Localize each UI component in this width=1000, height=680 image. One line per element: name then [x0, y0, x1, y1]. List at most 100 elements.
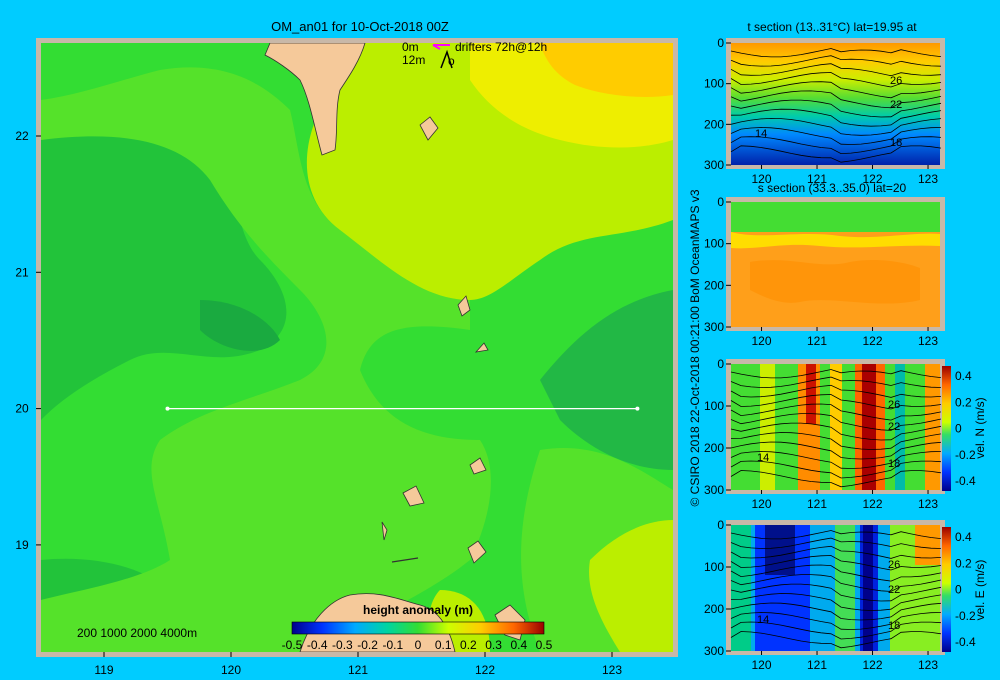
section-line-end [635, 406, 640, 411]
contour-line [730, 564, 942, 582]
colorbar-tick-label: 0.5 [536, 638, 553, 652]
e-colorbar [942, 527, 951, 652]
anomaly-region-mid [41, 67, 491, 652]
contour-line [730, 602, 942, 621]
section-x-tick-label: 122 [863, 497, 883, 511]
e-section-band [731, 525, 751, 651]
map-x-tick-label: 120 [221, 663, 241, 677]
contour-line [730, 621, 942, 640]
section-x-tick-label: 121 [807, 334, 827, 348]
contour-line [730, 441, 942, 460]
colorbar-tick-label: 0.3 [485, 638, 502, 652]
e-colorbar-label: vel. E (m/s) [973, 560, 987, 621]
land-taiwan [264, 43, 366, 156]
drifter-0m-arrow-icon [432, 44, 450, 50]
t-section-field [731, 43, 940, 165]
section-x-tick-label: 120 [752, 658, 772, 672]
section-y-tick-label: 100 [704, 560, 724, 574]
n-contour-label: 26 [888, 399, 900, 411]
section-line-start [165, 406, 170, 411]
s-section-surface [731, 202, 940, 232]
land-island [391, 557, 419, 563]
contour-line [730, 90, 942, 109]
main-map: OM_an01 for 10-Oct-2018 00Z 0m 12m drift… [15, 19, 678, 677]
velocity-colorbar-tick-label: 0.4 [955, 530, 972, 544]
contour-line [730, 555, 942, 571]
legend-depth-0m: 0m [402, 40, 419, 54]
contour-line [730, 413, 942, 431]
section-x-tick-label: 122 [863, 172, 883, 186]
e-contour-label: 22 [888, 584, 900, 596]
colorbar-tick-label: -0.3 [332, 638, 353, 652]
contour-line [730, 99, 942, 118]
contour-line [730, 117, 942, 136]
section-x-tick-label: 120 [752, 334, 772, 348]
map-x-tick-label: 121 [348, 663, 368, 677]
contour-line [730, 470, 942, 488]
legend-drifters: drifters 72h@12h [455, 40, 547, 54]
n-contour-label: 18 [888, 458, 900, 470]
contour-line [730, 72, 942, 88]
anomaly-region-peak [540, 43, 673, 97]
colorbar-tick-label: -0.5 [282, 638, 303, 652]
n-colorbar [942, 366, 951, 491]
contour-line [730, 108, 942, 127]
contour-line [730, 537, 942, 549]
bathymetry-legend: 200 1000 2000 4000m [77, 626, 197, 640]
colorbar-title: height anomaly (m) [363, 603, 473, 617]
colorbar-tick-label: -0.4 [307, 638, 328, 652]
section-x-tick-label: 123 [918, 497, 938, 511]
map-x-tick-label: 119 [94, 663, 113, 677]
map-y-ticks: 22 21 20 19 [15, 129, 41, 552]
section-y-tick-label: 300 [704, 320, 724, 334]
s-section-band [731, 232, 940, 249]
map-y-tick-label: 19 [15, 538, 29, 552]
n-section-band [830, 364, 842, 490]
t-section-contours [730, 48, 942, 163]
contour-line [730, 460, 942, 479]
contour-line [730, 81, 942, 99]
contour-line [730, 612, 942, 630]
land-island [381, 521, 388, 541]
section-s: s section (33.3..35.0) lat=20 [726, 181, 945, 331]
section-t: t section (13..31°C) lat=19.95 at 26 22 … [726, 20, 945, 169]
section-y-tick-label: 300 [704, 644, 724, 658]
colorbar-tick-label: 0 [415, 638, 422, 652]
velocity-colorbar-tick-label: 0 [955, 422, 962, 436]
section-y-tick-label: 0 [717, 357, 724, 371]
e-section-band [835, 525, 855, 651]
section-axes: 120 121 122 123 0 100 200 300 120 121 122 123 0 100 20… [704, 36, 938, 672]
contour-line [730, 145, 942, 163]
n-section-band [806, 364, 816, 424]
land-island [467, 540, 487, 564]
map-title: OM_an01 for 10-Oct-2018 00Z [271, 19, 449, 34]
colorbar-ticks: -0.5 -0.4 -0.3 -0.2 -0.1 0 0.1 0.2 0.3 0.4 0.5 [282, 638, 553, 652]
section-x-tick-label: 121 [807, 658, 827, 672]
map-x-tick-label: 122 [475, 663, 495, 677]
contour-line [730, 48, 942, 58]
colorbar-tick-label: -0.2 [357, 638, 378, 652]
section-y-tick-label: 0 [717, 36, 724, 50]
contour-line [730, 394, 942, 410]
velocity-colorbar-tick-label: 0 [955, 583, 962, 597]
land-island [469, 457, 487, 475]
contour-line [730, 432, 942, 450]
t-contour-label: 14 [755, 128, 767, 140]
credit-text: © CSIRO 2018 22-Oct-2018 00:21:00 BoM Oc… [688, 189, 702, 506]
n-contour-label: 22 [888, 421, 900, 433]
map-x-ticks: 119 120 121 122 123 [94, 652, 622, 677]
e-section-band [863, 525, 873, 651]
anomaly-region-low [200, 300, 280, 351]
map-y-tick-label: 22 [15, 129, 29, 143]
s-section-core [750, 260, 920, 304]
section-y-tick-label: 300 [704, 158, 724, 172]
n-colorbar-label: vel. N (m/s) [973, 397, 987, 458]
section-y-tick-label: 200 [704, 441, 724, 455]
section-e: 26 22 14 18 0.4 0.2 0 -0.2 -0.4 vel. E (m/s) [726, 520, 987, 655]
section-y-tick-label: 100 [704, 77, 724, 91]
section-y-tick-label: 100 [704, 399, 724, 413]
velocity-colorbar-tick-label: -0.2 [955, 609, 976, 623]
land-island [402, 485, 425, 507]
t-section-title: t section (13..31°C) lat=19.95 at [747, 20, 917, 34]
